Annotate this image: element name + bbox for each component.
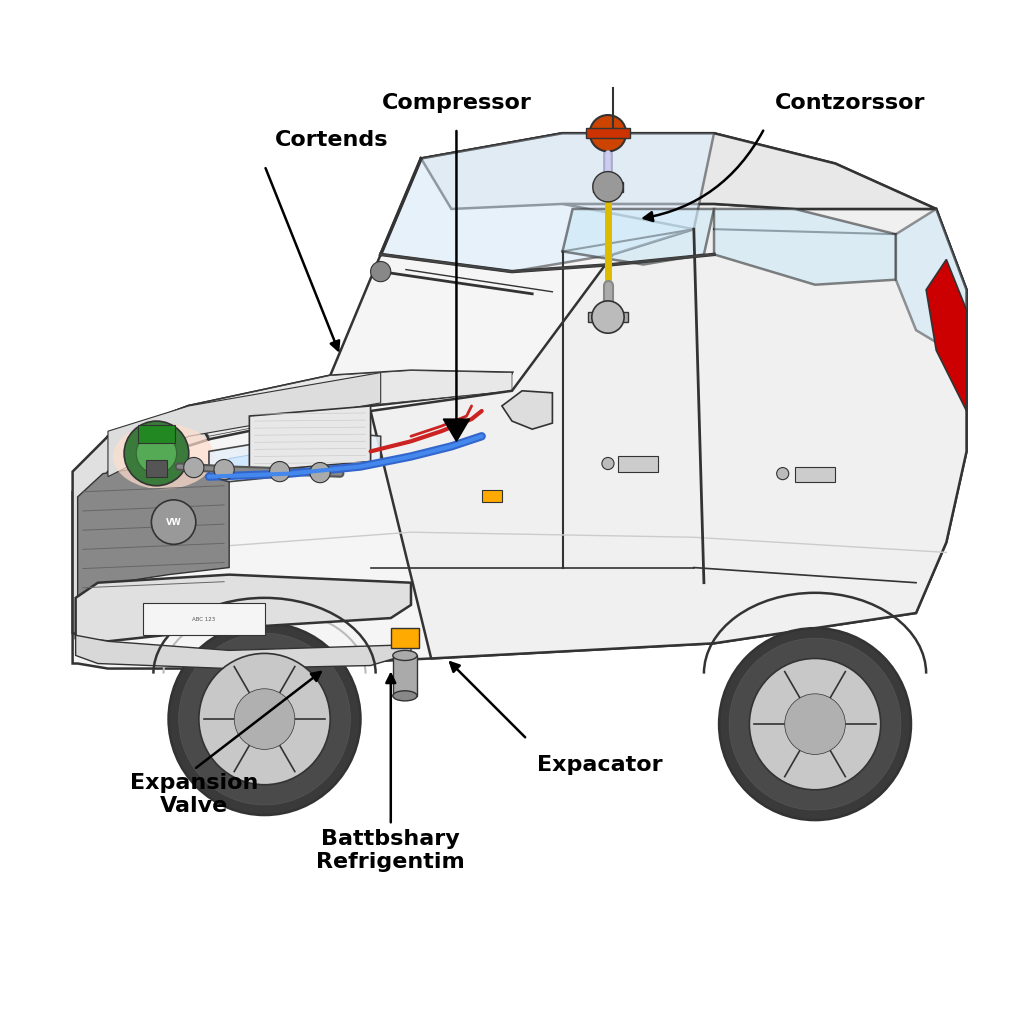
Text: Compressor: Compressor (382, 93, 531, 113)
Circle shape (593, 172, 624, 202)
Ellipse shape (393, 691, 417, 700)
Bar (586, 128, 630, 138)
Polygon shape (76, 635, 411, 669)
Polygon shape (108, 371, 512, 472)
Circle shape (784, 694, 846, 755)
Circle shape (371, 261, 391, 282)
Polygon shape (188, 371, 512, 436)
Bar (618, 457, 658, 472)
Bar (588, 312, 628, 323)
Polygon shape (502, 391, 552, 429)
Circle shape (310, 463, 330, 482)
Bar (146, 461, 167, 476)
Polygon shape (421, 133, 936, 209)
Circle shape (152, 500, 196, 545)
Polygon shape (714, 209, 896, 285)
Circle shape (124, 421, 188, 485)
Polygon shape (73, 406, 209, 638)
Circle shape (269, 462, 290, 481)
Bar (593, 181, 624, 191)
Polygon shape (562, 209, 714, 264)
Text: Cortends: Cortends (274, 130, 388, 151)
Text: ABC 123: ABC 123 (193, 616, 215, 622)
Circle shape (590, 115, 626, 152)
Ellipse shape (393, 650, 417, 660)
Bar (481, 489, 502, 502)
Bar (143, 603, 264, 635)
Text: Contzorssor: Contzorssor (774, 93, 925, 113)
Circle shape (214, 460, 234, 479)
Polygon shape (250, 406, 371, 472)
Polygon shape (926, 259, 967, 411)
Circle shape (183, 458, 204, 477)
Polygon shape (371, 204, 967, 658)
Polygon shape (209, 431, 381, 481)
Bar (391, 628, 419, 648)
Polygon shape (73, 133, 967, 669)
Text: Battbshary
Refrigentim: Battbshary Refrigentim (316, 828, 465, 872)
Circle shape (247, 700, 283, 737)
Polygon shape (381, 133, 714, 271)
Circle shape (750, 658, 881, 790)
Circle shape (592, 301, 624, 333)
Polygon shape (896, 209, 967, 360)
Text: VW: VW (166, 517, 181, 526)
Ellipse shape (113, 424, 214, 489)
Bar (795, 467, 836, 481)
Circle shape (729, 638, 901, 810)
Circle shape (719, 628, 911, 820)
Circle shape (178, 633, 350, 805)
Circle shape (234, 689, 295, 750)
Polygon shape (229, 443, 371, 476)
Circle shape (169, 624, 360, 815)
Bar (393, 655, 417, 696)
Circle shape (136, 433, 177, 474)
Text: Expansion
Valve: Expansion Valve (130, 773, 258, 816)
Circle shape (776, 468, 788, 479)
Polygon shape (108, 373, 381, 476)
Text: Expacator: Expacator (538, 755, 663, 774)
Bar (138, 425, 175, 443)
Polygon shape (443, 419, 470, 441)
Circle shape (797, 706, 834, 742)
Polygon shape (76, 574, 411, 641)
Circle shape (602, 458, 614, 470)
Circle shape (199, 653, 330, 784)
Polygon shape (78, 464, 229, 598)
